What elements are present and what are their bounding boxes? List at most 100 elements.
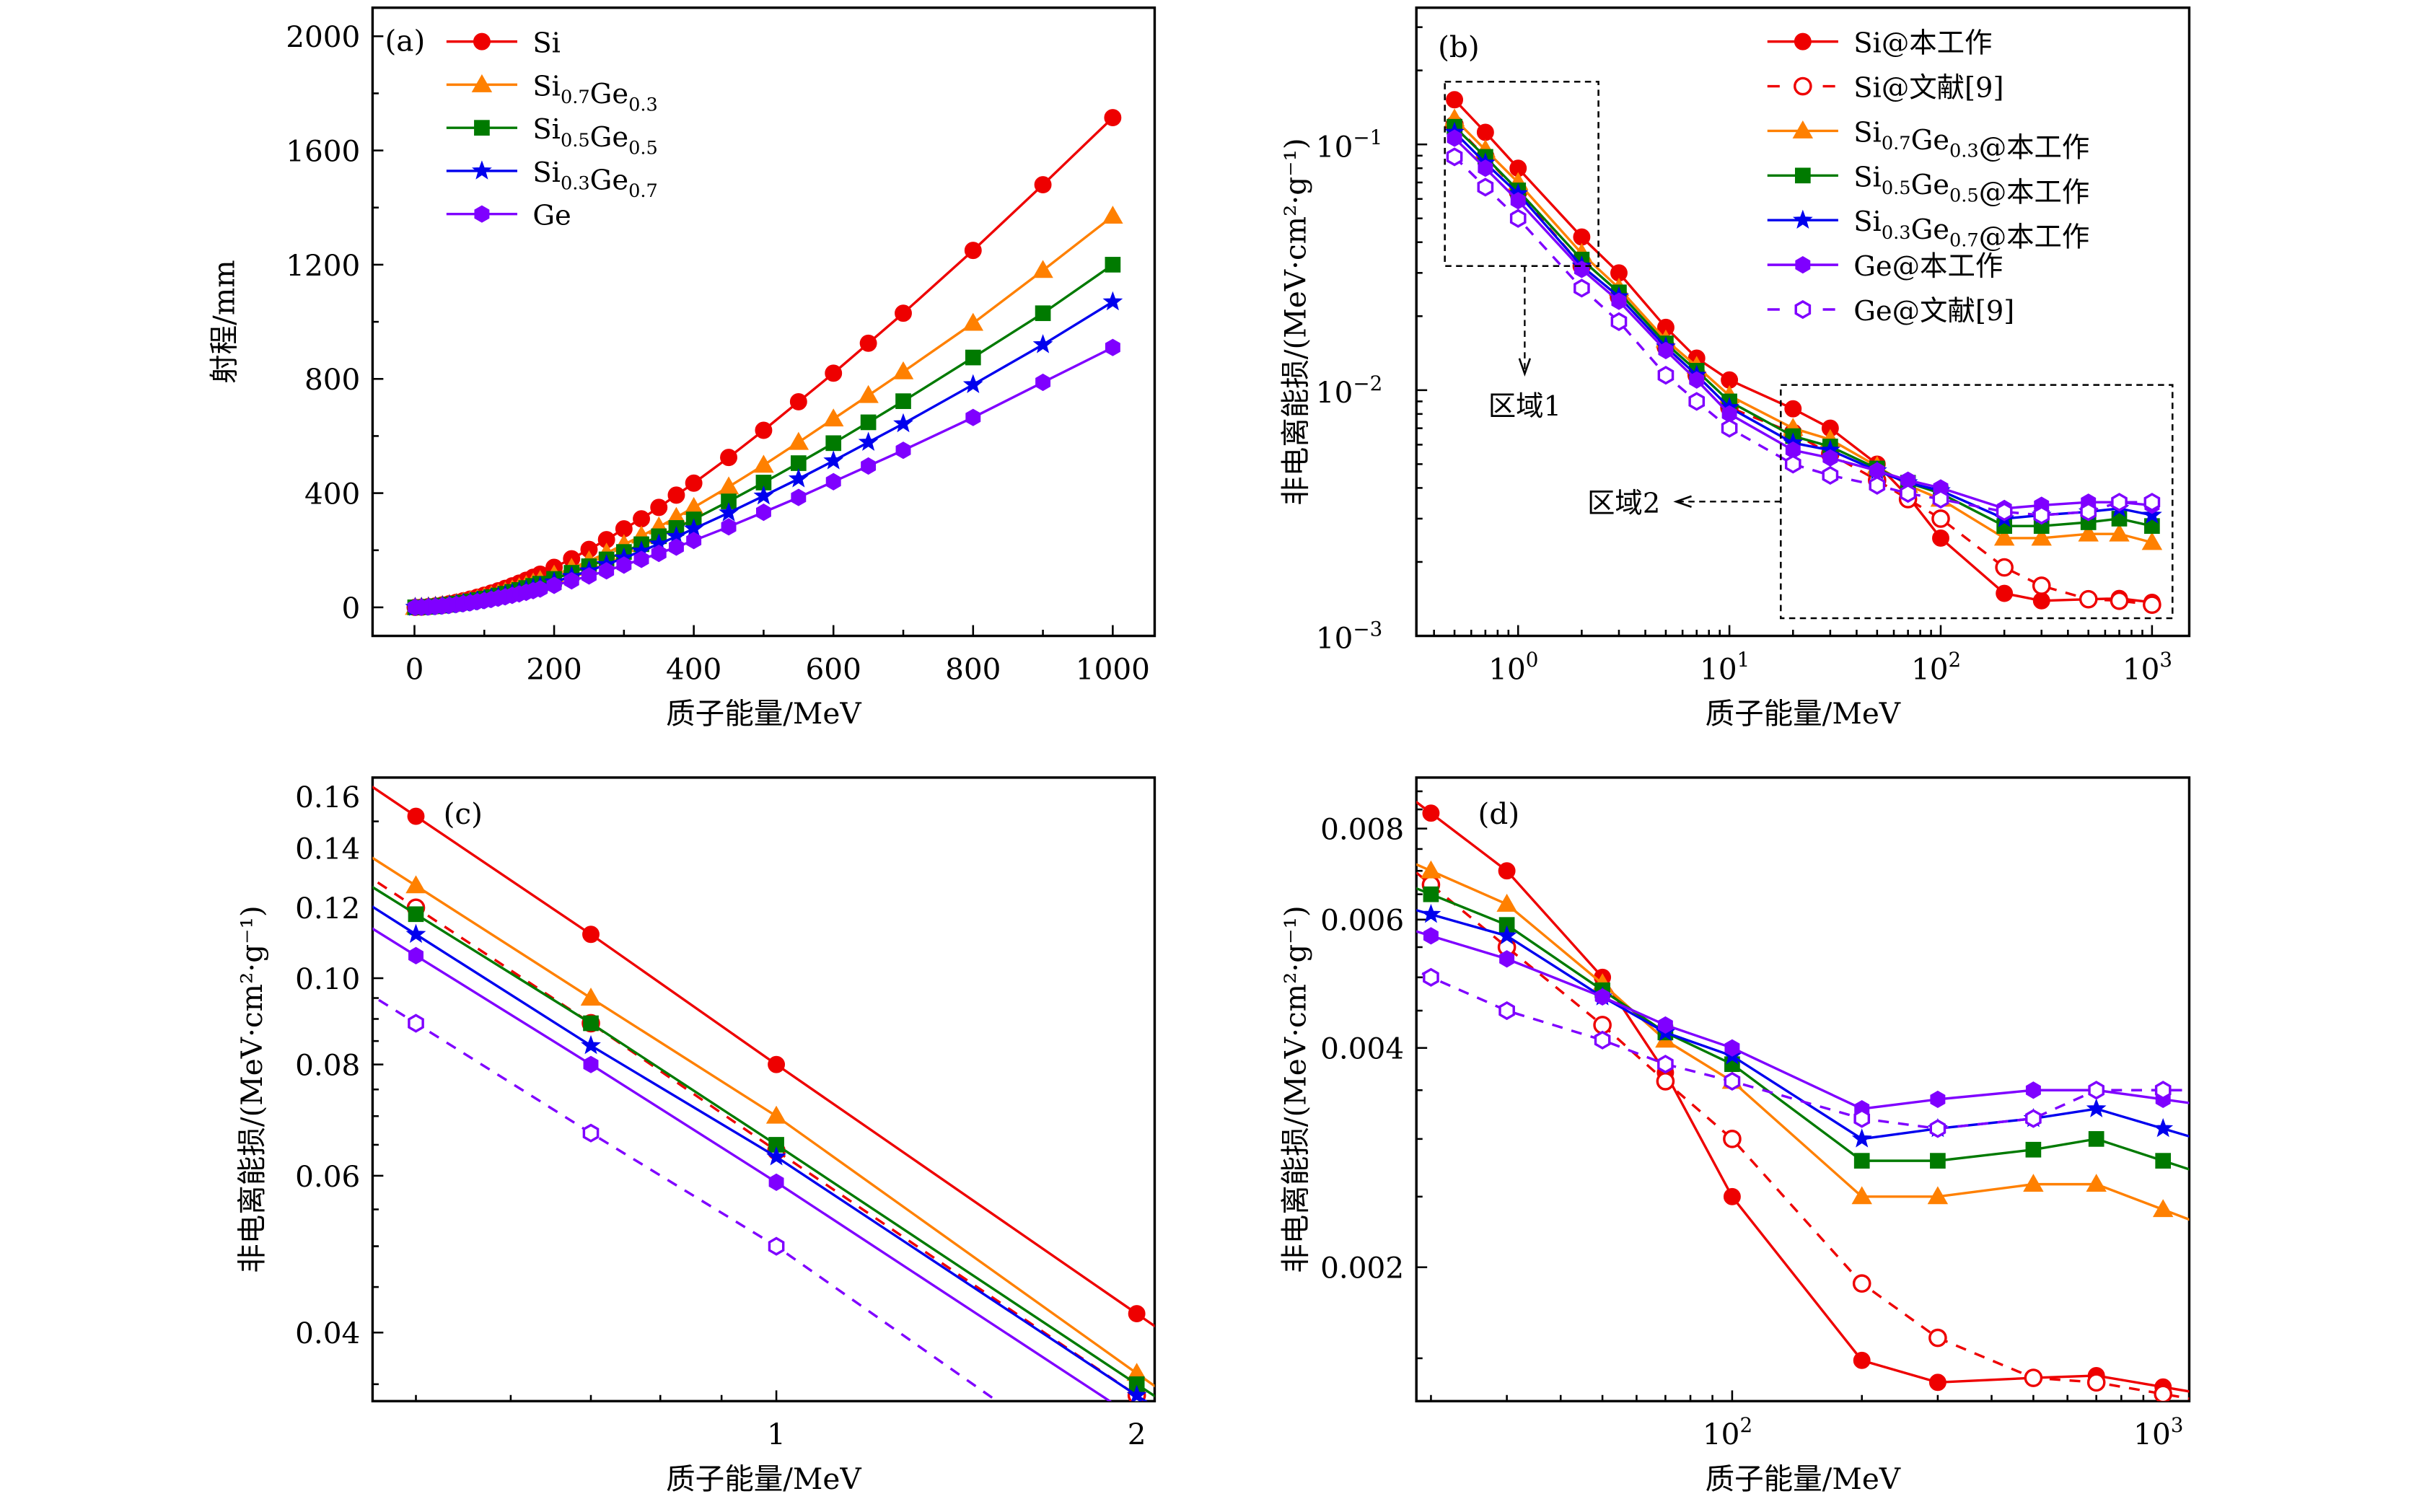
data-point-triangle (1851, 1186, 1872, 1205)
data-point-hexagon (1423, 927, 1439, 945)
series-line (372, 927, 1112, 1402)
data-point-star (753, 485, 774, 505)
data-point-circle (2032, 592, 2050, 610)
data-point-square (1930, 1153, 1946, 1169)
data-point-hexagon (2025, 1081, 2041, 1099)
series-line (1416, 887, 2190, 1171)
data-point-circle (2154, 1384, 2172, 1402)
data-point-star (2153, 1117, 2174, 1138)
series-si07ge03 (372, 856, 1155, 1388)
data-point-triangle (858, 384, 879, 403)
series-ge_ref (1446, 147, 2161, 525)
panel-label: (b) (1438, 30, 1480, 64)
data-point-hexagon (408, 946, 423, 964)
y-tick-label: 0.06 (295, 1159, 360, 1194)
series-line (1416, 930, 2190, 1110)
series-line (372, 905, 1148, 1402)
data-point-circle (755, 421, 773, 439)
series-line (1453, 156, 2152, 517)
legend-label: Si (532, 27, 561, 60)
region-annotation-1: 区域1 (1444, 80, 1599, 423)
series-si_ref (372, 877, 1148, 1402)
legend-marker-hexagon (1794, 299, 1812, 320)
data-point-circle (1723, 1187, 1741, 1205)
data-point-hexagon (1035, 373, 1051, 392)
data-point-circle (685, 474, 703, 492)
x-tick-label: 1000 (1076, 651, 1150, 686)
x-tick-label: 102 (1911, 648, 1961, 686)
x-axis-title: 质子能量/MeV (666, 696, 861, 731)
y-tick-label: 0.006 (1320, 903, 1404, 938)
data-point-circle (1476, 123, 1494, 141)
data-point-triangle (580, 988, 602, 1006)
data-point-circle (1034, 176, 1052, 194)
plot-frame (1415, 6, 2191, 638)
panel-d: 102 103 0.002 0.004 0.006 0.008 质子能量/MeV 非电离能损/… (1278, 776, 2191, 1496)
panel-label: (d) (1478, 796, 1520, 831)
data-point-hexagon (1594, 1030, 1611, 1050)
y-tick-label: 0.10 (295, 962, 360, 996)
data-point-triangle (2152, 1199, 2174, 1218)
legend-item-si03ge07: Si0.3Ge0.7 (446, 157, 658, 202)
legend-label: Si0.5Ge0.5 (532, 113, 657, 159)
data-point-hexagon (1932, 489, 1949, 509)
legend-label: Si@本工作 (1853, 27, 1992, 60)
data-point-hexagon (1996, 502, 2013, 522)
series-line (1416, 863, 2190, 1221)
legend-item-ge: Ge (446, 200, 571, 232)
data-point-hexagon (1853, 1109, 1871, 1128)
y-tick-label: 0.002 (1320, 1251, 1404, 1285)
legend-marker-square (474, 120, 490, 136)
plot-area (405, 109, 1123, 617)
series-line (1416, 800, 2190, 1393)
legend-label: Si0.5Ge0.5@本工作 (1853, 161, 2089, 208)
data-point-hexagon (1509, 208, 1527, 228)
plot-area (372, 785, 1155, 1402)
data-point-hexagon (2143, 493, 2161, 512)
data-point-triangle (1927, 1186, 1949, 1205)
data-point-circle (1853, 1351, 1871, 1369)
data-point-hexagon (768, 1173, 784, 1191)
data-point-hexagon (583, 1055, 599, 1073)
data-point-square (1853, 1153, 1870, 1169)
data-point-circle (1104, 109, 1122, 127)
legend: Si@本工作 Si@文献[9] Si0.7Ge0.3@本工作Si0.5Ge0.5@本… (1767, 27, 2089, 328)
x-axis-title: 质子能量/MeV (1706, 1462, 1901, 1496)
data-point-star (858, 431, 879, 451)
y-tick-label: 0.16 (295, 780, 360, 814)
x-tick-label: 103 (2123, 648, 2172, 686)
axis-ticks (372, 820, 1138, 1402)
data-point-circle (1723, 1130, 1742, 1148)
series-line (372, 885, 1155, 1398)
data-point-hexagon (1446, 147, 1463, 167)
legend-item-si: Si@本工作 (1767, 27, 1992, 60)
data-point-square (583, 1015, 599, 1032)
series-si03ge07 (372, 905, 1148, 1402)
data-point-hexagon (1574, 278, 1590, 298)
data-point-circle (1573, 228, 1591, 246)
data-point-hexagon (1900, 483, 1916, 504)
legend-item-si05ge05: Si0.5Ge0.5@本工作 (1767, 161, 2089, 209)
data-point-circle (1932, 529, 1949, 547)
data-point-star (405, 923, 426, 944)
region-label: 区域1 (1488, 390, 1561, 423)
data-point-hexagon (651, 545, 667, 563)
data-point-star (1032, 334, 1053, 353)
data-point-circle (964, 242, 982, 260)
data-point-triangle (753, 454, 774, 473)
legend-marker-square (1794, 167, 1811, 184)
data-point-hexagon (686, 532, 702, 550)
data-point-circle (582, 926, 600, 944)
x-tick-label: 1 (767, 1417, 786, 1451)
legend-item-si03ge07: Si0.3Ge0.7@本工作 (1767, 206, 2089, 254)
legend-marker-triangle (471, 74, 493, 92)
data-point-hexagon (1447, 129, 1462, 147)
data-point-hexagon (1611, 292, 1627, 310)
series-line (1453, 118, 2153, 544)
data-point-hexagon (668, 538, 684, 556)
data-point-star (1102, 291, 1123, 311)
x-axis-title: 质子能量/MeV (1706, 696, 1901, 731)
legend-label: Ge@文献[9] (1853, 295, 2014, 328)
x-tick-label: 800 (945, 651, 1001, 686)
